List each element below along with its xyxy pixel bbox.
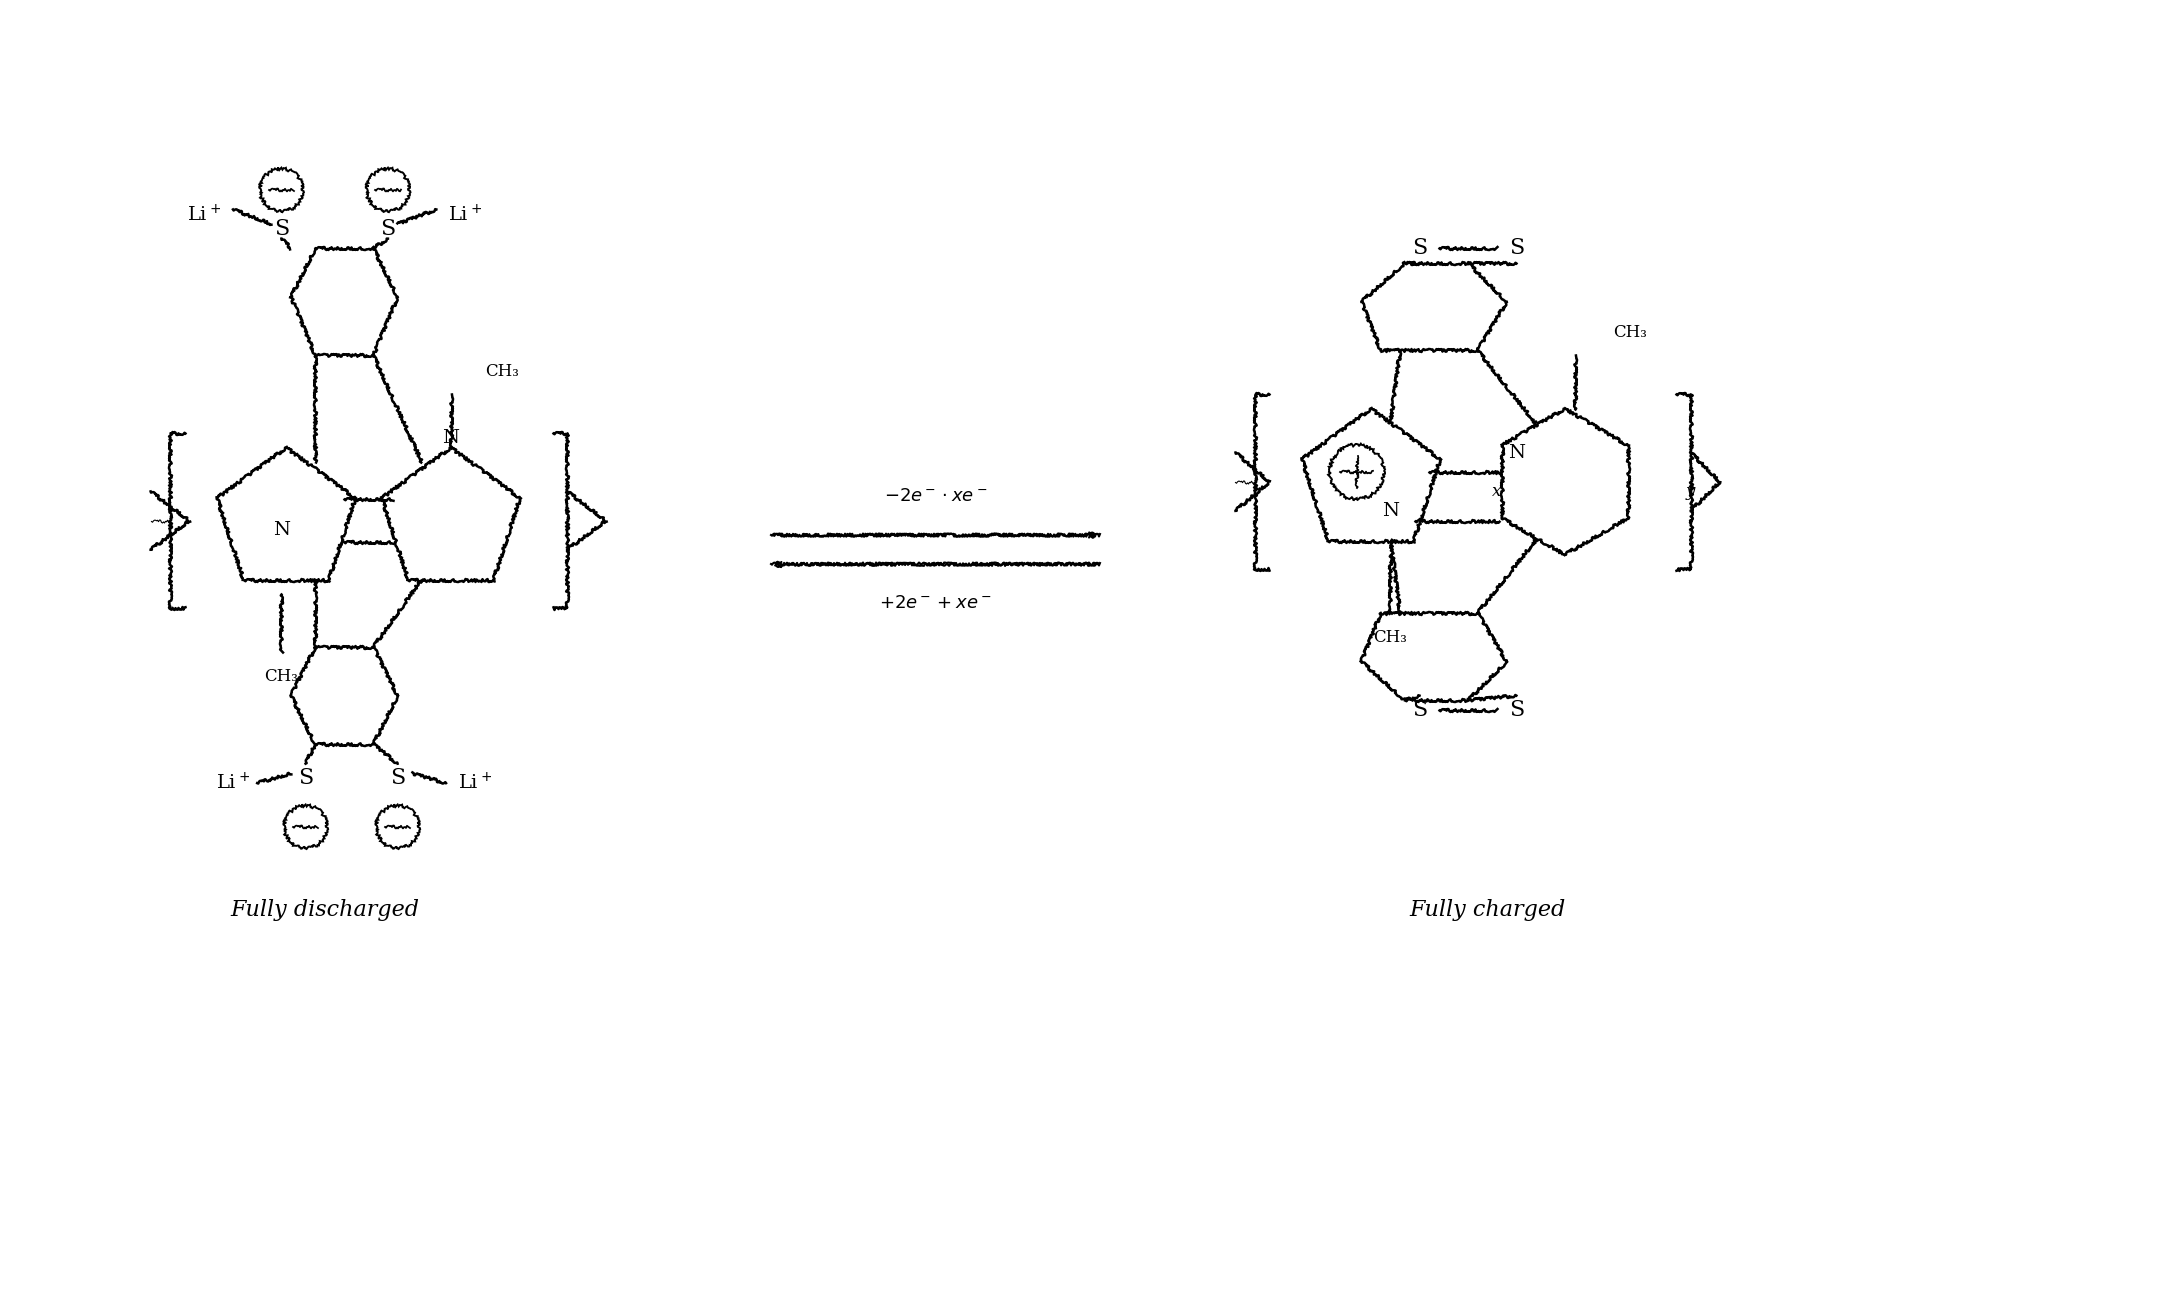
Text: CH₃: CH₃ bbox=[1374, 629, 1407, 646]
Text: S: S bbox=[1411, 237, 1426, 259]
Text: CH₃: CH₃ bbox=[484, 364, 519, 380]
Text: Fully charged: Fully charged bbox=[1409, 898, 1565, 920]
Text: S: S bbox=[1508, 699, 1524, 721]
Text: N: N bbox=[443, 428, 460, 446]
Text: Li$^+$: Li$^+$ bbox=[216, 773, 251, 793]
Text: N: N bbox=[1508, 444, 1526, 462]
Text: N: N bbox=[1383, 502, 1398, 520]
Text: N: N bbox=[272, 521, 290, 540]
Text: y: y bbox=[1686, 483, 1696, 499]
Text: x: x bbox=[1493, 483, 1502, 499]
Text: S: S bbox=[389, 767, 406, 789]
Text: Fully discharged: Fully discharged bbox=[231, 898, 419, 920]
Text: S: S bbox=[380, 217, 395, 239]
Text: Li$^+$: Li$^+$ bbox=[447, 203, 482, 225]
Text: S: S bbox=[1508, 237, 1524, 259]
Text: S: S bbox=[274, 217, 290, 239]
Text: S: S bbox=[298, 767, 313, 789]
Text: $-2e^-\cdot xe^-$: $-2e^-\cdot xe^-$ bbox=[884, 488, 988, 505]
Text: $+2e^-+xe^-$: $+2e^-+xe^-$ bbox=[880, 594, 992, 612]
Text: CH₃: CH₃ bbox=[1614, 325, 1647, 342]
Text: S: S bbox=[1411, 699, 1426, 721]
Text: Li$^+$: Li$^+$ bbox=[458, 773, 493, 793]
Text: Li$^+$: Li$^+$ bbox=[186, 203, 220, 225]
Text: CH₃: CH₃ bbox=[264, 668, 298, 685]
